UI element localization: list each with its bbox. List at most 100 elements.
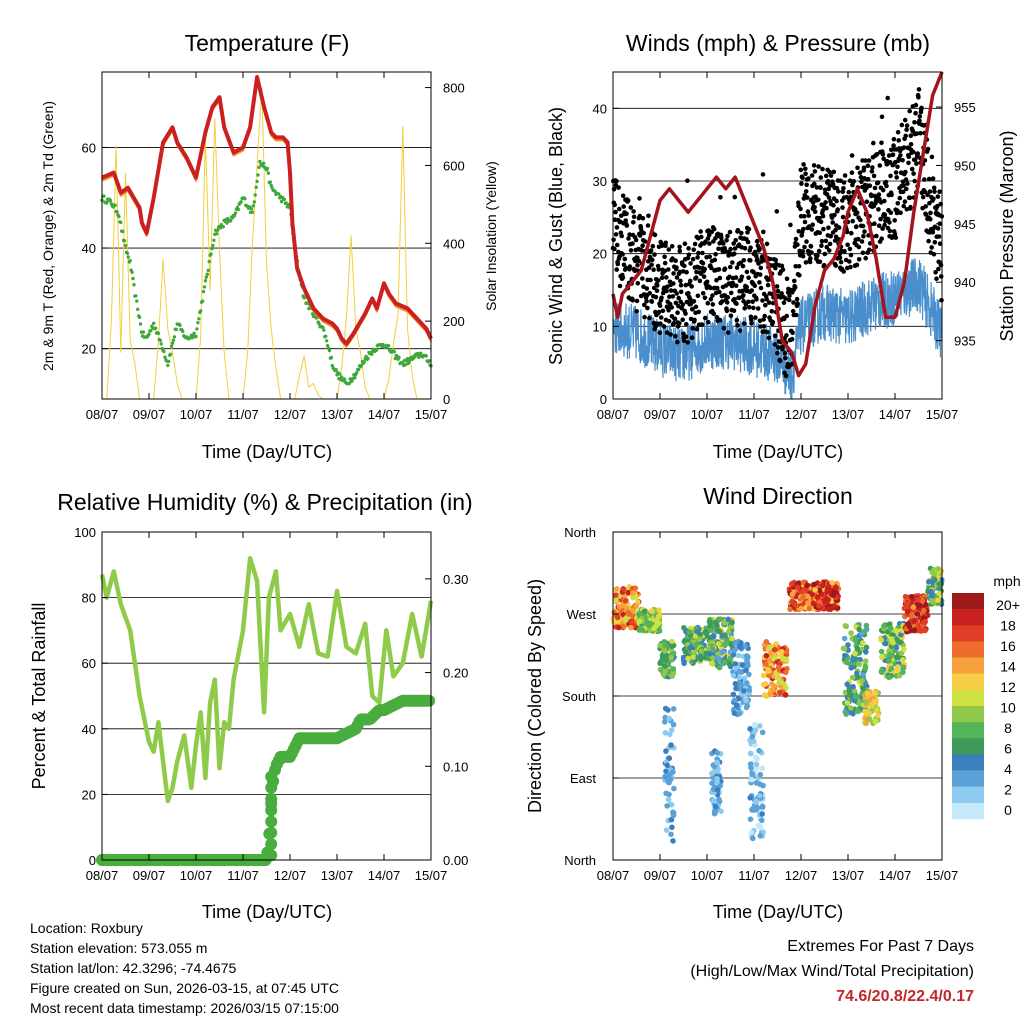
direction-point [862,699,869,705]
gust-point [908,142,914,147]
gust-point [731,308,737,314]
direction-point [886,674,892,681]
direction-point [670,721,677,728]
gust-point [856,257,862,262]
colorbar-swatch [952,689,984,707]
direction-point [692,633,699,639]
gust-point [812,181,817,187]
gust-point [683,311,688,316]
gust-point [751,305,756,311]
direction-point [614,618,621,625]
gust-point [646,259,651,264]
winds-y2-tick-label: 945 [954,217,976,232]
dewpoint-point [196,321,200,325]
gust-point [913,110,918,116]
direction-point [736,710,743,717]
gust-point [895,164,900,170]
gust-point [817,230,822,236]
gust-point [891,136,897,142]
gust-point [649,257,655,263]
gust-point [851,179,857,184]
direction-point [914,611,921,617]
gust-point [931,185,937,191]
colorbar-label: 18 [1000,618,1016,634]
dewpoint-point [115,210,119,214]
direction-point [860,640,866,646]
info-latlon: Station lat/lon: 42.3296; -74.4675 [30,960,237,976]
direction-point [661,639,667,645]
direction-point [708,660,715,667]
gust-point [726,253,731,258]
direction-point [905,600,911,606]
gust-point [803,189,809,194]
gust-point [763,302,768,308]
humidity-ticks: 0 20 40 60 80 100 0.00 0.10 0.20 0.30 08/07 09/07 10… [74,525,468,883]
direction-point [712,619,719,626]
direction-point [766,657,773,664]
gust-point [828,173,834,178]
gust-point [779,263,785,269]
gust-point [700,250,705,256]
winds-y2-tick-label: 935 [954,334,976,349]
gust-point [897,195,903,201]
gust-point [818,219,824,225]
direction-point [826,586,832,592]
dewpoint-point [424,354,428,358]
direction-point [686,629,693,635]
gust-point [852,206,858,212]
dewpoint-point [147,332,151,336]
direction-point [710,632,717,639]
dewpoint-point [192,331,196,335]
gust-point [676,295,681,301]
direction-point [783,656,790,663]
gust-point [622,256,628,262]
humidity-y2-tick-label: 0.00 [443,853,468,868]
direction-point [743,704,750,711]
gust-point [796,264,802,269]
gust-point [689,284,694,289]
direction-point [854,645,861,652]
dewpoint-point [329,355,334,360]
gust-point [923,204,928,209]
dewpoint-point [374,348,379,352]
winds-title: Winds (mph) & Pressure (mb) [626,30,930,56]
gust-point [621,204,626,209]
direction-point [894,654,900,661]
winds-x-tick-label: 13/07 [832,407,865,422]
gust-point [900,158,905,163]
dewpoint-point [236,207,240,212]
gust-point [813,194,818,199]
direction-point [774,674,780,681]
direction-point [910,604,917,610]
gust-point [677,321,682,326]
gust-point [696,309,701,315]
direction-point [929,599,936,605]
temperature-title: Temperature (F) [185,30,350,56]
gust-point [809,227,815,232]
direction-point [772,654,778,661]
gust-point [634,309,639,314]
direction-point [753,761,760,768]
gust-point [688,278,693,284]
direction-point [731,697,738,704]
gust-point [861,165,867,171]
gust-point [777,358,783,364]
gust-point [746,305,752,310]
gust-point [888,210,894,215]
direction-point [714,776,720,782]
gust-point [935,203,940,209]
gust-point [911,171,916,176]
direction-point [628,618,634,625]
gust-point [913,102,919,108]
direction-point [665,796,672,803]
gust-point [855,165,860,171]
gust-point [717,317,723,323]
direction-point [743,667,749,674]
gust-point [888,173,893,179]
direction-x-tick-label: 14/07 [879,868,912,883]
gust-point [693,304,699,310]
direction-point [926,578,932,585]
gust-point [620,275,626,280]
direction-point [756,747,762,754]
gust-point [834,198,839,204]
